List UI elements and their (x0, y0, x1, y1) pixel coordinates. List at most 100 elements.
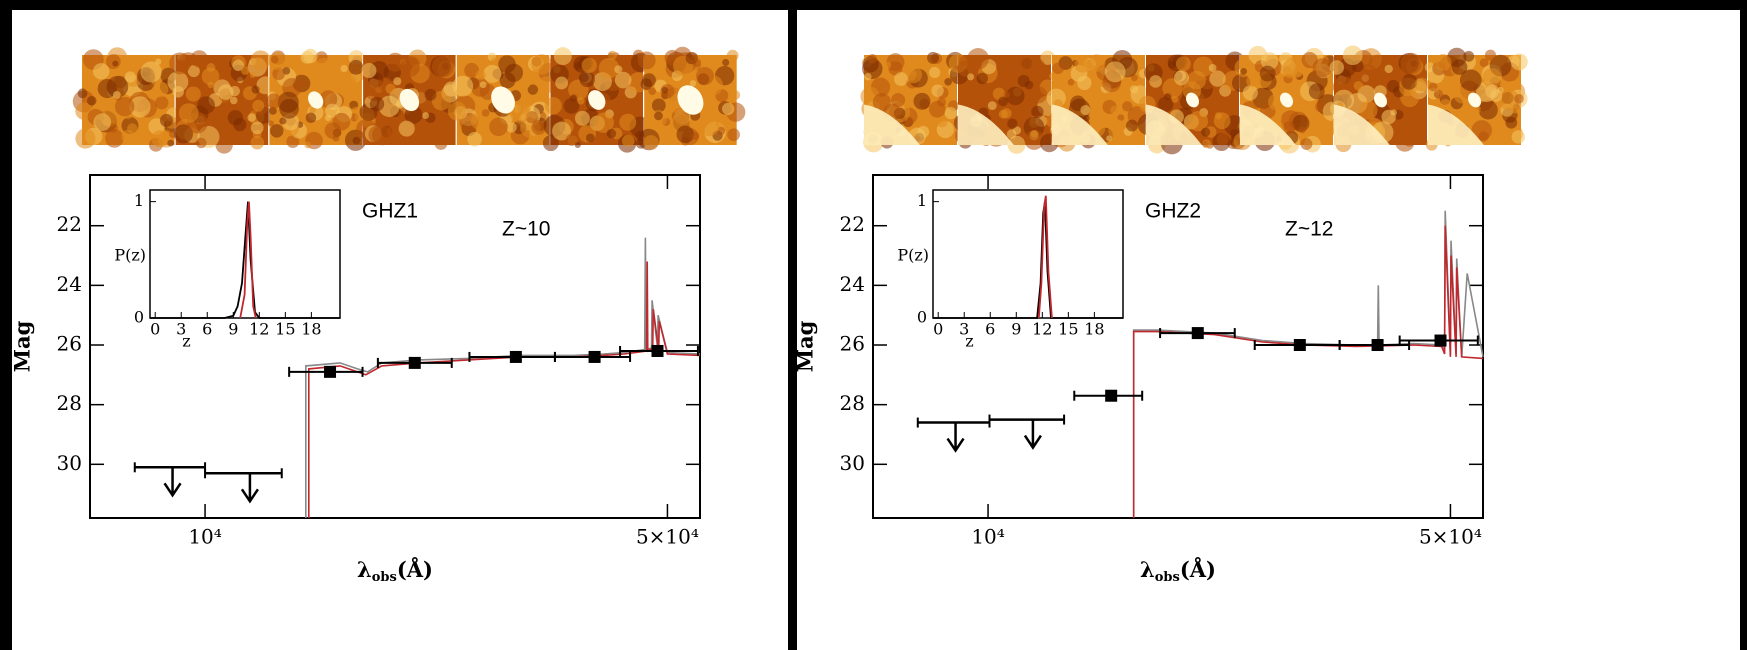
stamp-noise (325, 103, 340, 119)
stamp-noise (152, 81, 169, 98)
stamp-noise (277, 91, 299, 113)
stamp-noise (112, 60, 119, 67)
stamp-noise (227, 110, 243, 126)
stamp-noise (398, 120, 415, 137)
stamp-noise (904, 65, 923, 84)
stamp-noise (1209, 70, 1226, 87)
stamp-noise (201, 67, 220, 86)
stamp-noise (552, 121, 572, 141)
stamp-noise (891, 93, 906, 108)
stamp-noise (1200, 127, 1211, 137)
stamp-noise (1187, 111, 1209, 132)
stamp-noise (1357, 85, 1376, 103)
stamp-noise (1103, 92, 1111, 100)
stamp-noise (1381, 109, 1396, 125)
stamp-noise (565, 134, 578, 146)
stamp-noise (1259, 65, 1276, 82)
image-stamp (948, 47, 1059, 154)
stamp-glow (1240, 104, 1296, 145)
stamp-noise (1298, 126, 1306, 134)
stamp-noise (621, 134, 635, 148)
stamp-noise (467, 132, 482, 147)
image-stamp (1424, 47, 1528, 151)
stamp-noise (884, 61, 892, 69)
stamp-noise (1030, 58, 1046, 74)
stamp-noise (1052, 62, 1064, 75)
stamp-noise (197, 96, 215, 115)
stamp-noise (929, 66, 941, 79)
stamp-noise (1049, 72, 1057, 80)
stamp-noise (894, 72, 908, 86)
stamp-noise (108, 123, 118, 133)
stamp-noise (1193, 56, 1214, 77)
stamp-noise (579, 71, 596, 88)
stamp-noise (1157, 96, 1174, 113)
photometry-point (1434, 334, 1447, 347)
stamp-noise (1007, 118, 1018, 129)
stamp-noise (506, 122, 517, 133)
stamp-noise (369, 96, 385, 112)
stamp-glow (958, 104, 1014, 145)
stamp-noise (207, 81, 214, 89)
stamp-noise (721, 102, 735, 116)
stamp-noise (269, 106, 277, 115)
stamp-noise (121, 129, 135, 144)
stamp-noise (1202, 139, 1212, 149)
stamp-glow (864, 104, 920, 145)
photometry-point (408, 356, 421, 369)
stamp-noise (300, 79, 308, 87)
redshift-annotation: Z~10 (502, 218, 550, 241)
stamp-noise (967, 47, 989, 70)
stamp-noise (167, 139, 175, 147)
stamp-noise (240, 66, 250, 75)
stamp-noise (676, 125, 695, 144)
stamp-noise (309, 106, 317, 114)
image-stamp (1045, 49, 1150, 152)
stamp-noise (187, 65, 200, 78)
x-axis-label: λobs(Å) (357, 557, 433, 585)
panel-title: GHZ2 (1145, 200, 1201, 223)
stamp-noise (229, 96, 238, 105)
stamp-noise (1510, 53, 1528, 71)
stamp-noise (1024, 130, 1045, 150)
stamp-noise (619, 113, 637, 131)
stamp-noise (1514, 93, 1524, 104)
stamp-noise (614, 65, 623, 74)
stamp-noise (258, 85, 265, 93)
stamp-noise (431, 90, 452, 111)
stamp-noise (577, 97, 585, 105)
stamp-noise (489, 117, 508, 137)
x-axis-label-part: λ (1140, 557, 1155, 582)
stamp-noise (1415, 77, 1429, 92)
stamp-noise (1104, 61, 1126, 83)
stamp-noise (1126, 119, 1139, 132)
stamp-noise (1308, 83, 1325, 100)
inset-y-tick-label: 1 (134, 191, 144, 210)
stamp-noise (393, 77, 402, 86)
image-stamp (447, 52, 558, 147)
stamp-noise (386, 125, 401, 140)
stamp-noise (198, 120, 206, 127)
stamp-noise (1030, 129, 1039, 138)
stamp-noise (1007, 135, 1026, 154)
stamp-noise (1214, 112, 1223, 120)
inset-y-label: P(z) (114, 246, 146, 265)
stamp-source (1186, 92, 1199, 108)
y-tick-label: 22 (840, 212, 865, 236)
stamp-noise (581, 57, 597, 73)
image-stamp (266, 48, 367, 151)
inset-x-tick-label: 12 (249, 320, 269, 339)
stamp-noise (431, 55, 454, 78)
stamp-noise (1122, 101, 1133, 112)
stamp-noise (1117, 114, 1125, 122)
stamp-noise (105, 129, 124, 148)
stamp-noise (140, 61, 162, 83)
stamp-noise (190, 50, 208, 68)
stamp-noise (1077, 75, 1092, 91)
photometry-point (324, 365, 337, 378)
photometry-point (1371, 339, 1384, 352)
stamp-noise (1479, 58, 1489, 68)
inset-x-tick-label: 0 (933, 320, 943, 339)
stamp-source (677, 85, 704, 115)
image-stamp (1137, 51, 1246, 155)
